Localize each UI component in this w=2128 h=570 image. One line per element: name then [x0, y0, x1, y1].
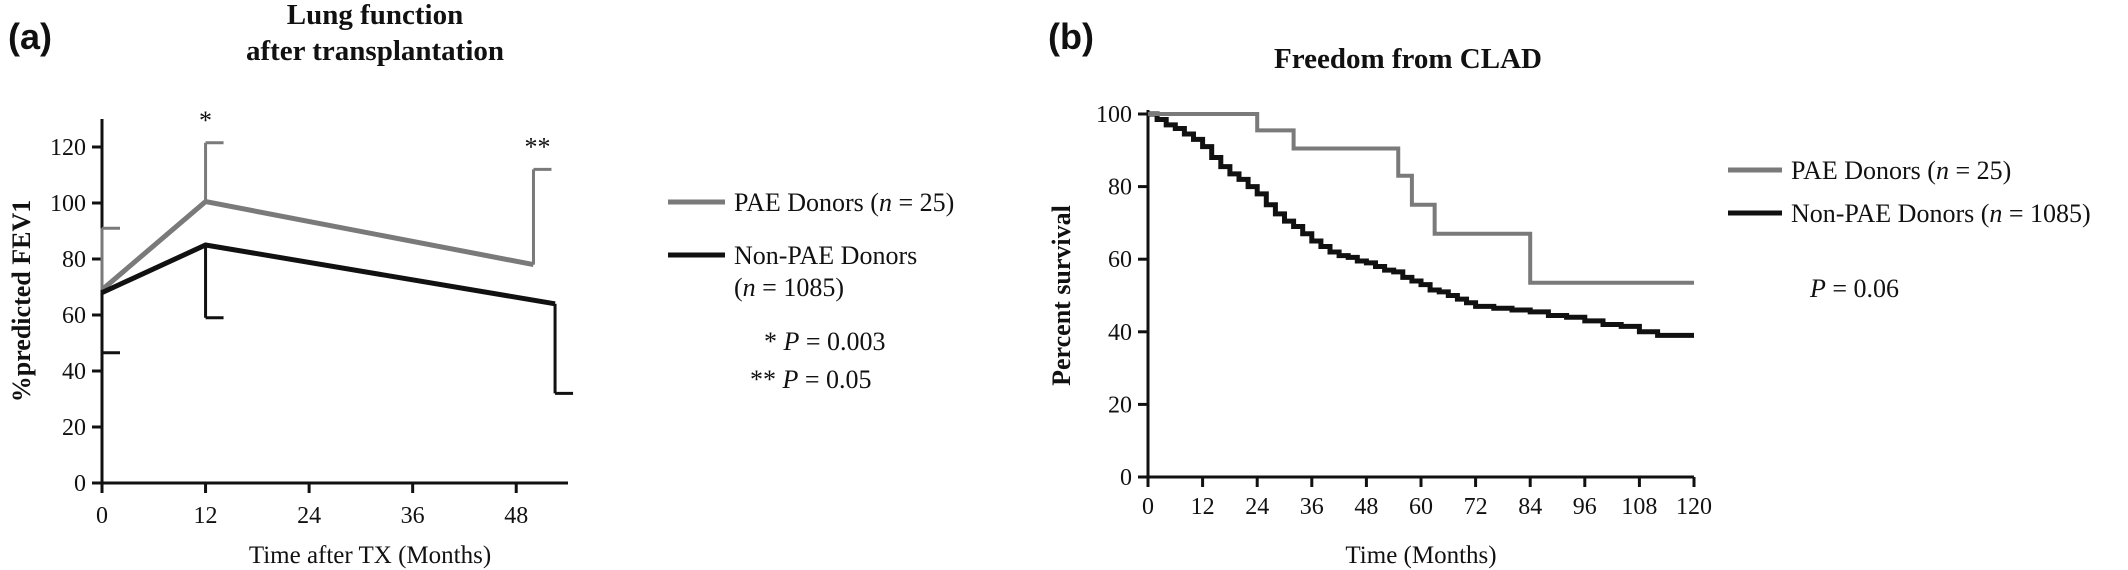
y-tick-label: 0	[74, 471, 86, 497]
x-tick-label: 36	[401, 503, 425, 529]
y-tick-label: 100	[1096, 102, 1132, 128]
p-value-annotation: * P = 0.003	[764, 327, 886, 356]
x-tick-label: 24	[297, 503, 321, 529]
legend-label-pae: PAE Donors (n = 25)	[734, 188, 954, 217]
pae-survival-curve	[1148, 112, 1694, 285]
y-tick-label: 0	[1120, 465, 1132, 491]
legend-label-non-pae: Non-PAE Donors	[734, 241, 917, 270]
legend-label-non-pae: Non-PAE Donors (n = 1085)	[1791, 199, 2091, 228]
x-tick-label: 120	[1676, 494, 1712, 520]
non-pae-survival-curve	[1148, 111, 1694, 338]
x-axis-label: Time after TX (Months)	[249, 542, 491, 569]
x-tick-label: 0	[96, 503, 108, 529]
chart-title-line: after transplantation	[246, 35, 504, 67]
y-tick-label: 40	[62, 359, 86, 385]
x-tick-label: 84	[1518, 494, 1542, 520]
pae-line	[100, 198, 534, 292]
x-tick-label: 60	[1409, 494, 1433, 520]
x-tick-label: 36	[1300, 494, 1324, 520]
y-tick-label: 40	[1108, 320, 1132, 346]
x-tick-label: 48	[504, 503, 528, 529]
y-tick-label: 20	[62, 415, 86, 441]
y-tick-label: 60	[1108, 247, 1132, 273]
chart-title-line: Lung function	[287, 0, 463, 31]
y-tick-label: 100	[50, 191, 86, 217]
y-tick-label: 20	[1108, 392, 1132, 418]
x-tick-label: 108	[1621, 494, 1657, 520]
x-axis-label: Time (Months)	[1345, 542, 1496, 569]
x-tick-label: 12	[194, 503, 218, 529]
significance-mark: **	[524, 132, 550, 161]
panel-b: (b) Freedom from CLAD 0 20 40 60 80 100 0 12 24 36 4…	[1047, 16, 2091, 569]
x-tick-label: 48	[1354, 494, 1378, 520]
p-value-annotation: P = 0.06	[1809, 274, 1899, 303]
significance-mark: *	[199, 106, 212, 135]
y-tick-label: 80	[62, 247, 86, 273]
x-tick-label: 24	[1245, 494, 1269, 520]
x-tick-label: 12	[1191, 494, 1215, 520]
x-tick-label: 72	[1464, 494, 1488, 520]
panel-label: (b)	[1048, 16, 1094, 57]
y-tick-label: 80	[1108, 175, 1132, 201]
y-tick-label: 60	[62, 303, 86, 329]
x-tick-label: 0	[1142, 494, 1154, 520]
panel-a: (a) Lung function after transplantation 0 20…	[7, 0, 954, 569]
x-tick-label: 96	[1573, 494, 1597, 520]
p-value-annotation: ** P = 0.05	[750, 365, 872, 394]
non-pae-line	[100, 242, 556, 307]
y-axis-label: %predicted FEV1	[7, 200, 36, 402]
chart-title: Freedom from CLAD	[1274, 43, 1542, 75]
legend-label-non-pae-n: (n = 1085)	[734, 273, 844, 302]
y-axis-label: Percent survival	[1047, 205, 1076, 386]
panel-label: (a)	[8, 16, 52, 57]
legend-label-pae: PAE Donors (n = 25)	[1791, 156, 2011, 185]
y-tick-label: 120	[50, 135, 86, 161]
